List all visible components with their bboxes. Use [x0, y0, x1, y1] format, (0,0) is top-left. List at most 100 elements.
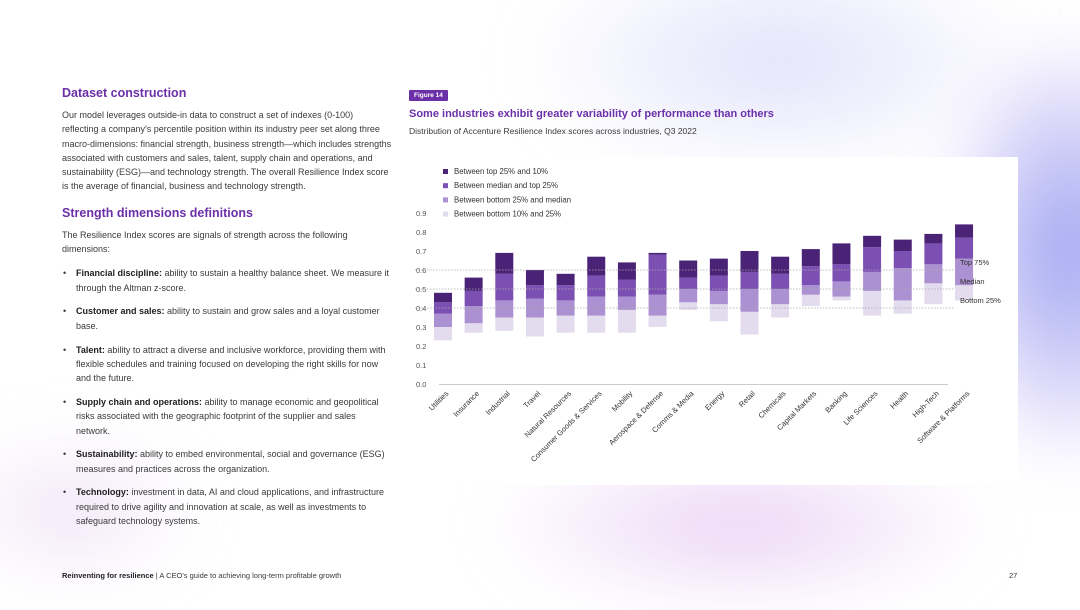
bar-segment-75-top10 [771, 256, 790, 274]
bar-segment-bottom10-25 [648, 315, 667, 327]
bar-segment-bottom10-25 [679, 302, 698, 310]
list-item: Talent: ability to attract a diverse and… [62, 343, 392, 386]
bar-segment-bottom10-25 [464, 323, 483, 333]
list-item: Supply chain and operations: ability to … [62, 395, 392, 438]
bar-segment-median-75 [893, 251, 912, 269]
x-tick-label: Retail [737, 389, 757, 409]
bar-segment-median-75 [587, 275, 606, 297]
x-tick-label: Aerospace & Defense [607, 389, 665, 447]
y-tick-label: 0.3 [416, 323, 426, 332]
bar-segment-75-top10 [955, 224, 974, 238]
footer-report-title: Reinventing for resilience [62, 571, 154, 580]
bar-segment-75-top10 [587, 256, 606, 276]
bar-segment-75-top10 [648, 252, 667, 255]
chart-card: 0.0 0.1 0.2 0.3 0.4 0.5 0.6 0.7 0.8 0.9 Utilities I… [403, 157, 1018, 485]
bar-segment-25-median [771, 289, 790, 305]
y-tick-label: 0.0 [416, 380, 426, 389]
dimension-term: Customer and sales: [76, 306, 165, 317]
bar-segment-75-top10 [709, 258, 728, 276]
dimension-description: ability to embed environmental, social a… [76, 449, 385, 474]
bar-segment-bottom10-25 [801, 294, 820, 307]
dimension-term: Talent: [76, 344, 105, 355]
strength-dimensions-heading: Strength dimensions definitions [62, 205, 253, 220]
bar-segment-75-top10 [617, 262, 636, 280]
bar-segment-25-median [434, 313, 452, 327]
bar-segment-25-median [893, 268, 912, 301]
legend-label: Between top 25% and 10% [454, 167, 548, 176]
list-item: Technology: investment in data, AI and c… [62, 485, 392, 528]
bar-segment-median-75 [648, 254, 667, 295]
bar-segment-75-top10 [924, 233, 943, 244]
bar-segment-median-75 [801, 266, 820, 286]
bar-segment-median-75 [955, 237, 974, 259]
page-number: 27 [1009, 571, 1018, 580]
bar-segment-median-75 [556, 285, 575, 301]
x-tick-label: Insurance [451, 389, 481, 419]
bar-segment-bottom10-25 [617, 309, 636, 333]
x-tick-label: Software & Platforms [915, 389, 971, 445]
bar-segment-25-median [525, 298, 544, 318]
bar-segment-75-top10 [464, 277, 483, 291]
bar-segment-median-75 [832, 264, 851, 282]
bar-segment-25-median [740, 289, 759, 312]
figure-title: Some industries exhibit greater variabil… [409, 108, 774, 120]
bar-segment-25-median [863, 271, 882, 291]
bar-segment-25-median [709, 290, 728, 305]
bar-segment-bottom10-25 [740, 311, 759, 335]
bar-segment-75-top10 [525, 270, 544, 286]
bar-segment-75-top10 [740, 251, 759, 272]
bar-segment-75-top10 [832, 243, 851, 265]
bar-segment-25-median [464, 306, 483, 324]
legend-swatch [443, 183, 448, 189]
bar-segment-bottom10-25 [924, 283, 943, 305]
bar-segment-median-75 [495, 273, 514, 301]
bar-segment-median-75 [740, 271, 759, 289]
bar-segment-25-median [495, 300, 514, 318]
footer-report-subtitle: | A CEO's guide to achieving long-term p… [153, 571, 342, 580]
figure-badge: Figure 14 [409, 90, 448, 101]
strength-dimensions-intro: The Resilience Index scores are signals … [62, 229, 348, 255]
bar-segment-bottom10-25 [709, 304, 728, 322]
list-item: Sustainability: ability to embed environ… [62, 447, 392, 476]
bar-segment-75-top10 [863, 235, 882, 248]
reference-line-label: Top 75% [960, 258, 990, 267]
text-column: Dataset construction Our model leverages… [62, 86, 392, 538]
bar-segment-bottom10-25 [863, 290, 882, 316]
bar-segment-75-top10 [556, 273, 575, 286]
bar-segment-median-75 [617, 279, 636, 297]
y-tick-label: 0.4 [416, 304, 426, 313]
x-tick-label: Mobility [610, 389, 635, 414]
bar-segment-median-75 [679, 277, 698, 289]
bar-segment-25-median [679, 289, 698, 303]
y-tick-label: 0.1 [416, 361, 426, 370]
list-item: Customer and sales: ability to sustain a… [62, 304, 392, 333]
x-tick-label: High-Tech [911, 389, 941, 419]
bar-segment-75-top10 [434, 292, 452, 303]
bar-segment-median-75 [924, 243, 943, 265]
list-item: Financial discipline: ability to sustain… [62, 266, 392, 295]
x-tick-label: Banking [823, 389, 849, 415]
dataset-construction-paragraph: Our model leverages outside-in data to c… [62, 110, 392, 192]
figure-subtitle: Distribution of Accenture Resilience Ind… [409, 126, 697, 136]
bar-segment-25-median [955, 258, 974, 286]
dimension-description: ability to manage economic and geopoliti… [76, 396, 379, 436]
bar-segment-25-median [801, 285, 820, 295]
bar-segment-25-median [617, 296, 636, 310]
bar-segment-25-median [587, 296, 606, 316]
bar-segment-bottom10-25 [587, 315, 606, 333]
background-glow [520, 0, 1040, 180]
dimension-term: Technology: [76, 487, 129, 498]
bar-segment-bottom10-25 [893, 300, 912, 314]
y-tick-label: 0.6 [416, 266, 426, 275]
y-tick-label: 0.2 [416, 342, 426, 351]
dimension-term: Sustainability: [76, 449, 138, 460]
bar-segment-bottom10-25 [495, 317, 514, 331]
y-tick-label: 0.5 [416, 285, 426, 294]
bar-segment-bottom10-25 [771, 304, 790, 318]
legend-swatch [443, 197, 448, 203]
bar-segment-75-top10 [679, 260, 698, 278]
bar-segment-75-top10 [893, 239, 912, 251]
bar-segment-bottom10-25 [434, 327, 452, 341]
bar-segment-median-75 [464, 290, 483, 307]
legend-swatch [443, 211, 448, 217]
